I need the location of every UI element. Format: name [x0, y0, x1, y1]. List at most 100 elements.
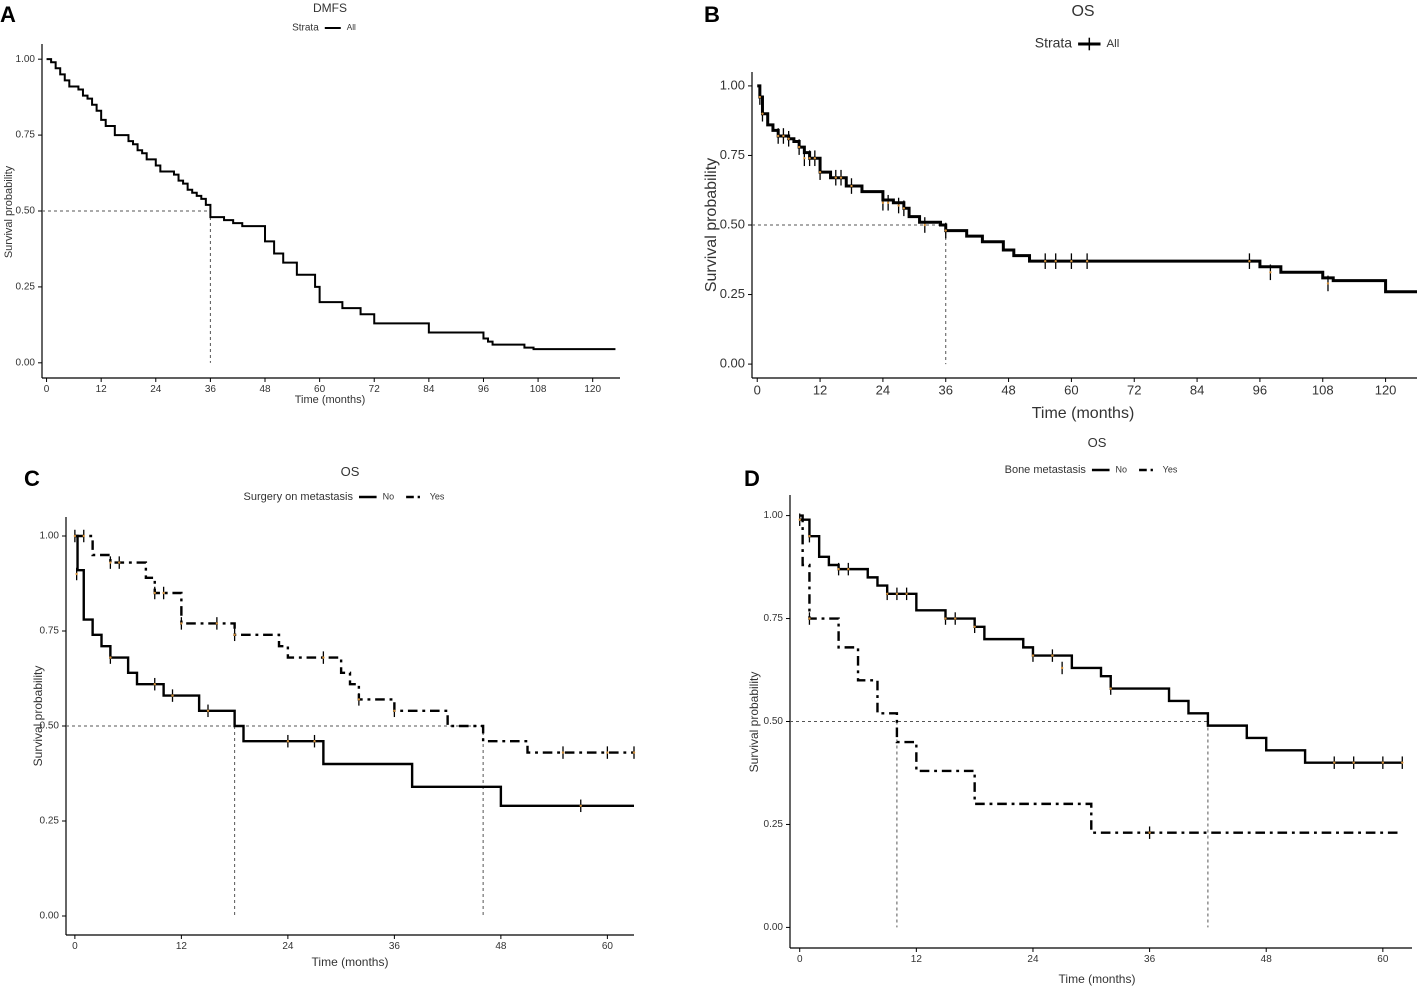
legend-item-label: All [347, 23, 356, 32]
x-tick-label: 0 [72, 941, 78, 952]
censor-dot [881, 201, 885, 204]
censor-dot [787, 137, 790, 140]
legend: Strata All [1035, 35, 1120, 51]
censor-dot [803, 157, 806, 160]
x-tick-label: 36 [205, 384, 217, 395]
censor-dot [109, 561, 112, 564]
x-tick-label: 120 [1375, 382, 1397, 397]
legend: Bone metastasis No Yes [1005, 464, 1178, 476]
legend-title: Surgery on metastasis [244, 491, 354, 503]
x-tick-label: 24 [282, 941, 294, 952]
x-tick-label: 84 [1190, 382, 1204, 397]
chart-title: OS [341, 464, 360, 479]
x-tick-label: 72 [1127, 382, 1141, 397]
y-tick-label: 0.25 [40, 816, 60, 827]
censor-dot [923, 223, 926, 227]
censor-dot [313, 740, 316, 743]
legend-item-label: No [383, 491, 395, 501]
y-tick-label: 0.00 [16, 357, 36, 368]
censor-dot [82, 534, 85, 538]
censor-dot [1352, 761, 1355, 764]
legend-item-label: Yes [1163, 464, 1178, 474]
x-tick-label: 24 [1027, 954, 1039, 965]
censor-dot [1148, 831, 1151, 834]
x-tick-label: 120 [584, 384, 601, 395]
y-tick-label: 0.75 [16, 130, 36, 141]
chart-title: OS [1088, 435, 1107, 450]
censor-dot [118, 561, 121, 564]
x-tick-label: 60 [1377, 954, 1389, 965]
censor-dot [808, 534, 811, 538]
y-tick-label: 0.25 [720, 286, 745, 301]
censor-dot [973, 625, 976, 628]
panel-letter: A [0, 2, 16, 27]
x-tick-label: 48 [1001, 382, 1015, 397]
censor-dot [813, 157, 817, 160]
x-tick-label: 72 [369, 384, 381, 395]
censor-dot [839, 176, 843, 179]
censor-dot [1054, 259, 1057, 263]
legend-title: Bone metastasis [1005, 464, 1087, 476]
km-curve-yes [799, 514, 1403, 834]
censor-dot [954, 617, 957, 620]
censor-dot [606, 751, 609, 754]
censor-dot [1269, 271, 1272, 274]
y-tick-label: 0.00 [764, 922, 784, 933]
x-tick-label: 24 [150, 384, 162, 395]
legend-item-label: No [1116, 464, 1128, 474]
x-tick-label: 12 [176, 941, 188, 952]
censor-dot [1031, 654, 1035, 657]
censor-dot [808, 157, 811, 160]
censor-dot [206, 709, 210, 712]
x-tick-label: 12 [911, 954, 923, 965]
censor-dot [782, 134, 785, 138]
censor-dot [1044, 259, 1047, 263]
y-tick-label: 0.50 [764, 716, 784, 727]
x-tick-label: 12 [813, 382, 827, 397]
y-axis-label: Survival probability [703, 158, 720, 292]
censor-dot [808, 617, 811, 620]
x-tick-label: 36 [1144, 954, 1156, 965]
censor-dot [850, 184, 853, 188]
x-tick-label: 48 [495, 941, 507, 952]
censor-dot [944, 229, 947, 232]
censor-dot [322, 656, 325, 659]
censor-dot [944, 617, 947, 620]
x-tick-label: 84 [423, 384, 435, 395]
x-tick-label: 48 [1261, 954, 1273, 965]
censor-dot [761, 112, 764, 115]
censor-dot [895, 592, 899, 596]
censor-dot [171, 694, 174, 697]
censor-dot [776, 134, 780, 138]
censor-dot [1051, 654, 1054, 657]
censor-dot [1109, 687, 1112, 690]
censor-dot [1070, 259, 1073, 263]
x-tick-label: 36 [939, 382, 953, 397]
censor-dot [1381, 761, 1385, 764]
x-axis-label: Time (months) [1032, 405, 1135, 422]
y-tick-label: 0.75 [764, 613, 784, 624]
censor-dot [561, 751, 565, 754]
x-tick-label: 96 [478, 384, 490, 395]
legend-item-label: Yes [430, 491, 445, 501]
x-tick-label: 108 [1312, 382, 1334, 397]
censor-dot [1401, 761, 1404, 764]
censor-dot [1326, 282, 1330, 285]
x-tick-label: 36 [389, 941, 401, 952]
censor-dot [153, 683, 156, 686]
censor-dot [393, 709, 396, 712]
censor-dot [1333, 761, 1336, 764]
censor-dot [834, 176, 837, 179]
panel-d: D OS Bone metastasis No Yes 0.00 0.25 0.50 0.75 1… [744, 435, 1412, 986]
chart-title: DMFS [313, 1, 347, 15]
y-tick-label: 1.00 [720, 77, 745, 92]
y-tick-label: 0.75 [40, 626, 60, 637]
x-tick-label: 96 [1253, 382, 1267, 397]
km-curve-no [74, 534, 634, 807]
censor-dot [797, 145, 801, 149]
censor-dot [1060, 666, 1064, 670]
y-tick-label: 0.00 [720, 356, 745, 371]
x-tick-label: 108 [530, 384, 547, 395]
panel-a: A DMFS Strata All 0.00 0.25 0.50 0.75 1.00 0 12 24 3… [0, 1, 620, 406]
